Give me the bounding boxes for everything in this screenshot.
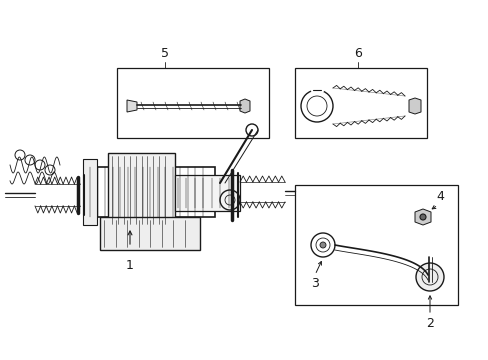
Bar bbox=[100, 217, 200, 250]
Bar bbox=[108, 153, 175, 227]
Circle shape bbox=[415, 263, 443, 291]
Text: 5: 5 bbox=[161, 47, 169, 60]
Bar bbox=[294, 185, 457, 305]
Polygon shape bbox=[127, 100, 137, 112]
Circle shape bbox=[319, 242, 325, 248]
Bar bbox=[294, 68, 426, 138]
Bar bbox=[85, 167, 215, 217]
Circle shape bbox=[419, 214, 425, 220]
Text: 6: 6 bbox=[353, 47, 361, 60]
Text: 4: 4 bbox=[435, 190, 443, 203]
Text: 1: 1 bbox=[126, 259, 134, 272]
Text: 3: 3 bbox=[310, 277, 318, 290]
Bar bbox=[117, 68, 268, 138]
Bar bbox=[83, 159, 97, 225]
Polygon shape bbox=[240, 99, 249, 113]
Polygon shape bbox=[414, 209, 430, 225]
Polygon shape bbox=[408, 98, 420, 114]
Text: 2: 2 bbox=[425, 317, 433, 330]
Bar bbox=[175, 175, 240, 211]
